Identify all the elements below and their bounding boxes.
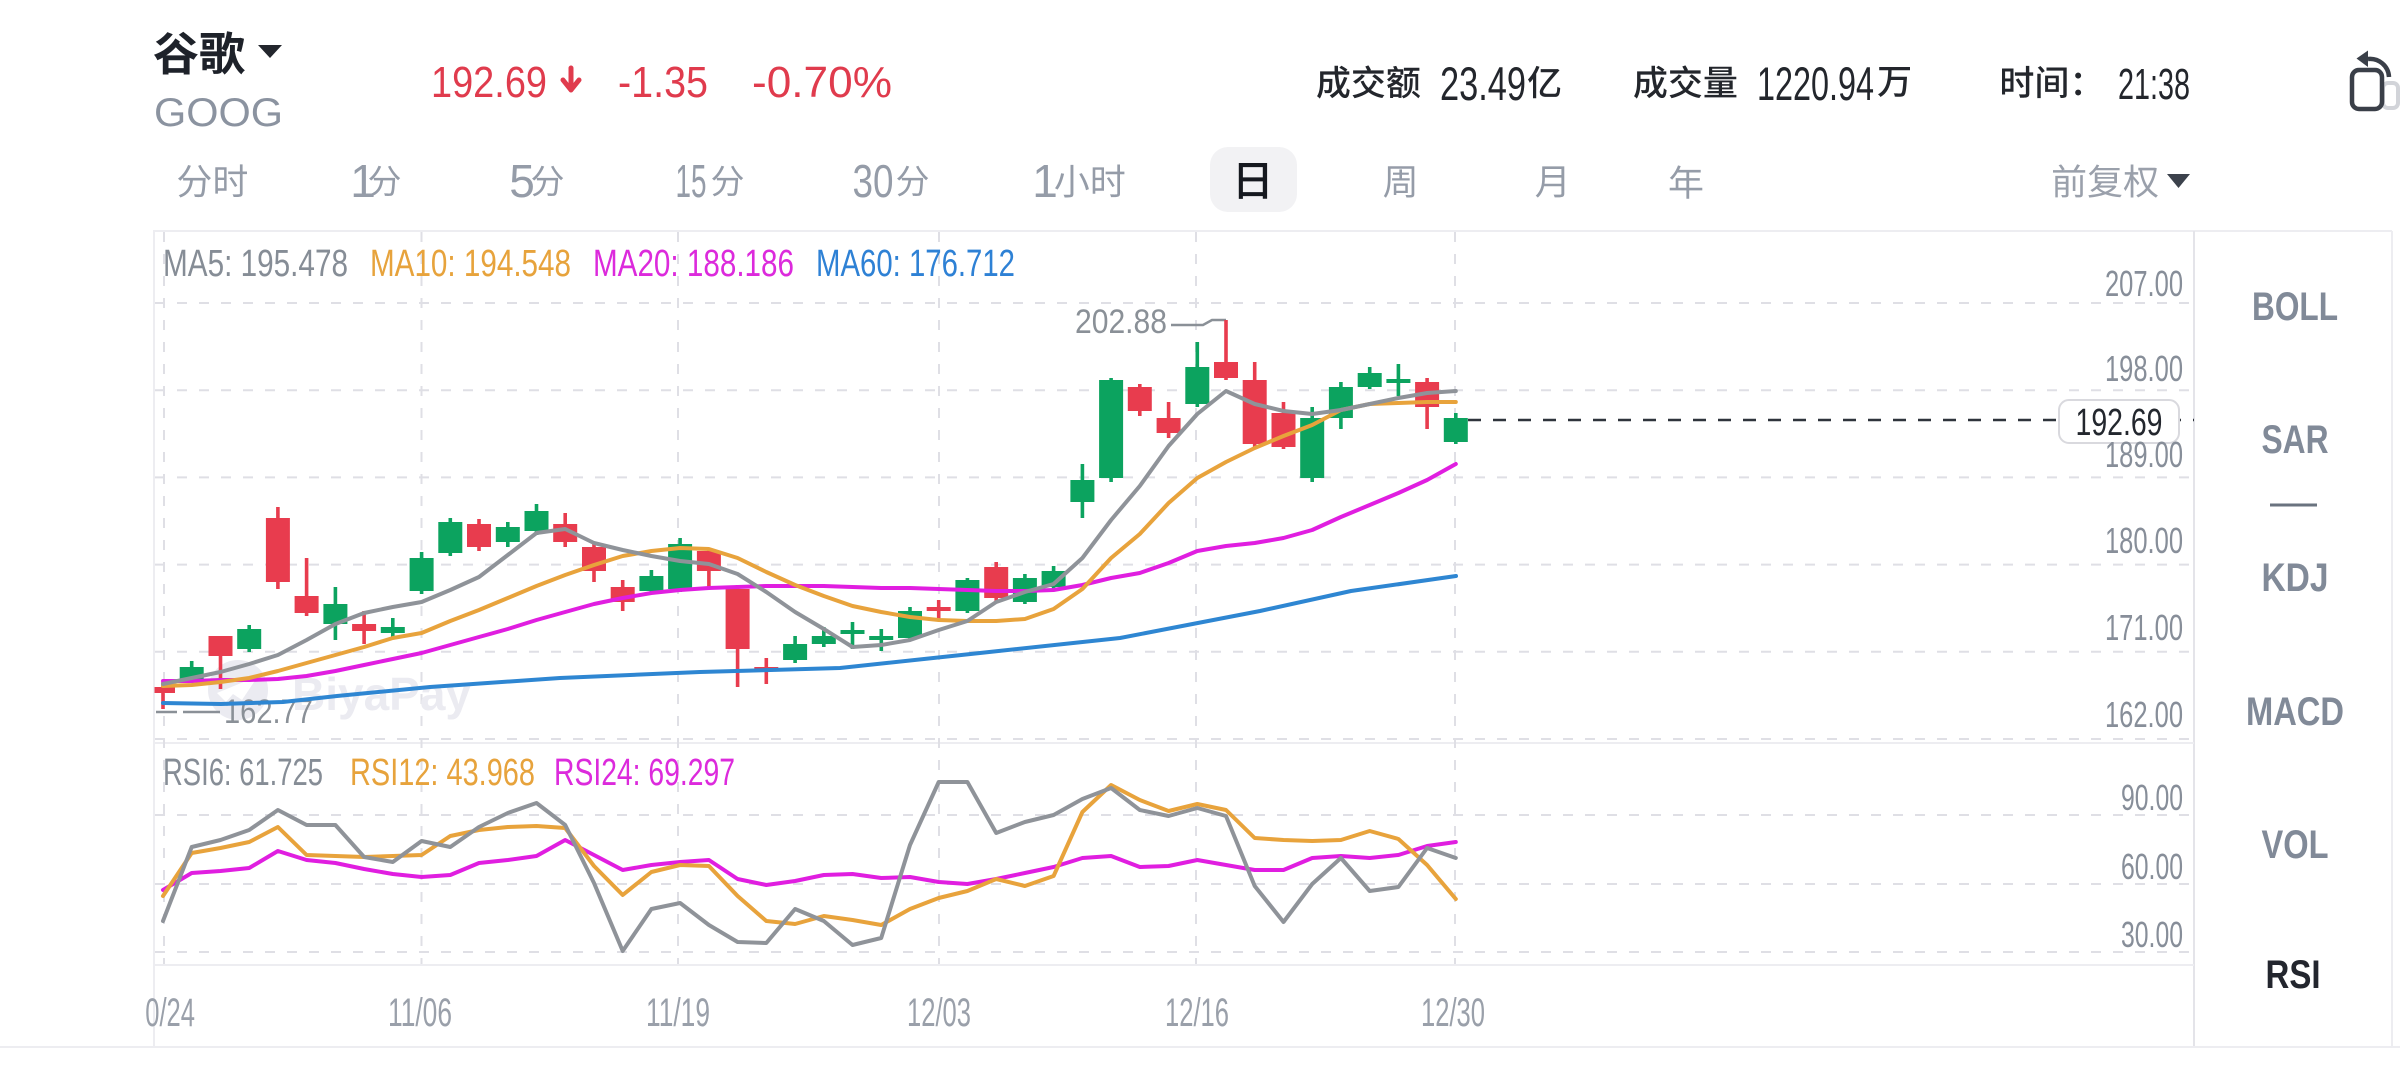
svg-text:-0.70%: -0.70% xyxy=(752,58,892,107)
svg-text:GOOG: GOOG xyxy=(154,91,283,135)
svg-text:KDJ: KDJ xyxy=(2262,556,2329,600)
svg-text:30.00: 30.00 xyxy=(2121,914,2183,955)
svg-text:180.00: 180.00 xyxy=(2105,520,2183,561)
svg-text:90.00: 90.00 xyxy=(2121,777,2183,818)
svg-text:15: 15 xyxy=(676,155,707,207)
svg-text:23.49: 23.49 xyxy=(1440,57,1526,110)
svg-text:198.00: 198.00 xyxy=(2105,348,2183,389)
svg-text:12/16: 12/16 xyxy=(1165,991,1229,1035)
svg-text:192.69: 192.69 xyxy=(2076,402,2163,444)
svg-text:171.00: 171.00 xyxy=(2105,607,2183,648)
svg-text:-1.35: -1.35 xyxy=(618,58,708,107)
svg-text:11/06: 11/06 xyxy=(388,991,452,1035)
svg-text:MACD: MACD xyxy=(2246,690,2344,734)
svg-text:BOLL: BOLL xyxy=(2252,285,2338,329)
svg-text:SAR: SAR xyxy=(2262,418,2329,462)
svg-text:RSI: RSI xyxy=(2266,953,2321,997)
svg-text:192.69: 192.69 xyxy=(431,58,547,107)
svg-text:12/30: 12/30 xyxy=(1421,991,1485,1035)
svg-text:207.00: 207.00 xyxy=(2105,263,2183,304)
svg-text:MA10: 194.548: MA10: 194.548 xyxy=(370,243,571,285)
svg-text:202.88: 202.88 xyxy=(1075,303,1167,341)
svg-text:21:38: 21:38 xyxy=(2118,60,2190,109)
svg-text:11/19: 11/19 xyxy=(646,991,710,1035)
svg-text:30: 30 xyxy=(853,155,894,207)
svg-text:MA60: 176.712: MA60: 176.712 xyxy=(816,243,1015,285)
svg-text:MA20: 188.186: MA20: 188.186 xyxy=(593,243,794,285)
svg-text:RSI12: 43.968: RSI12: 43.968 xyxy=(350,752,535,794)
svg-text:5: 5 xyxy=(509,155,535,207)
svg-text:162.00: 162.00 xyxy=(2105,694,2183,735)
svg-text:RSI24: 69.297: RSI24: 69.297 xyxy=(554,752,735,794)
svg-text:VOL: VOL xyxy=(2262,823,2329,867)
svg-text:1: 1 xyxy=(350,155,376,207)
svg-text:1220.94: 1220.94 xyxy=(1757,57,1874,110)
svg-text:BiyaPay: BiyaPay xyxy=(292,668,471,720)
svg-text:MA5: 195.478: MA5: 195.478 xyxy=(163,243,348,285)
svg-text:189.00: 189.00 xyxy=(2105,434,2183,475)
svg-text:RSI6: 61.725: RSI6: 61.725 xyxy=(163,752,323,794)
svg-text:10/24: 10/24 xyxy=(131,991,195,1035)
svg-text:60.00: 60.00 xyxy=(2121,846,2183,887)
svg-text:12/03: 12/03 xyxy=(907,991,971,1035)
svg-text:1: 1 xyxy=(1032,155,1058,207)
